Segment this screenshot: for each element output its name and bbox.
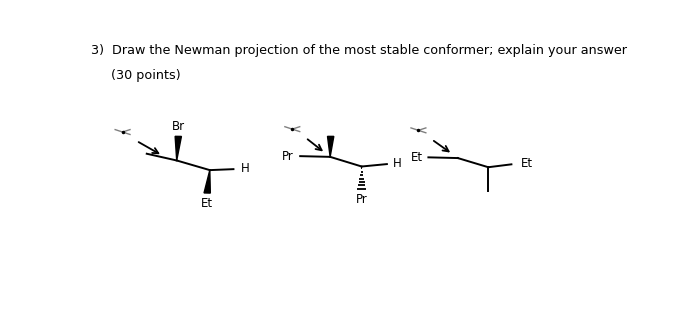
Polygon shape <box>204 170 210 193</box>
Text: H: H <box>241 162 250 175</box>
Text: (30 points): (30 points) <box>91 69 180 82</box>
Text: Et: Et <box>521 157 533 170</box>
Text: Br: Br <box>172 121 185 133</box>
Text: 3)  Draw the Newman projection of the most stable conformer; explain your answer: 3) Draw the Newman projection of the mos… <box>91 44 627 57</box>
Text: Et: Et <box>411 151 423 164</box>
Polygon shape <box>327 136 334 157</box>
Text: H: H <box>393 157 402 170</box>
Text: Pr: Pr <box>282 150 294 163</box>
Text: Et: Et <box>201 197 214 210</box>
Polygon shape <box>175 136 182 161</box>
Text: Pr: Pr <box>356 193 367 207</box>
